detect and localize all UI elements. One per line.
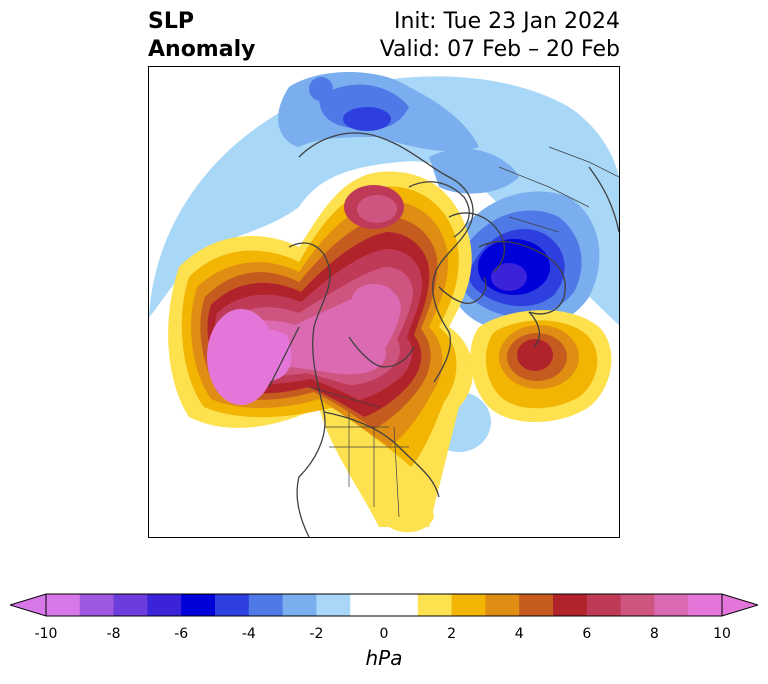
colorbar-segment [147,594,182,616]
colorbar-segment [586,594,622,616]
anomaly-map [149,67,619,537]
colorbar-segment [485,594,520,616]
colorbar [10,593,758,617]
title-line1: SLP [148,9,194,34]
colorbar-segment [316,594,351,616]
colorbar-extend-high [721,593,758,617]
colorbar-segment [181,594,216,616]
map-panel [148,66,620,538]
colorbar-segment [350,594,385,616]
coastlines [268,132,619,537]
colorbar-tick-label: 4 [514,626,524,642]
colorbar-extend-low [10,593,47,617]
colorbar-segment [553,594,588,616]
colorbar-tick-label: 0 [379,626,389,642]
borders [308,146,619,518]
run-info: Init: Tue 23 Jan 2024 Valid: 07 Feb – 20… [380,8,620,64]
colorbar-segment [417,594,453,616]
colorbar-segment [384,594,419,616]
valid-period: Valid: 07 Feb – 20 Feb [379,37,620,62]
colorbar-segment [620,594,655,616]
colorbar-segment [79,594,115,616]
positive-anomaly-central-atlantic [470,310,612,422]
colorbar-tick-label: 10 [713,626,731,642]
positive-anomaly-north-pacific [168,171,473,527]
title-line2: Anomaly [148,37,256,62]
colorbar-segment [451,594,486,616]
map-title: SLP Anomaly [148,8,255,64]
colorbar-tick-label: -4 [241,626,256,642]
colorbar-segment [46,594,81,616]
colorbar-tick-label: 8 [649,626,659,642]
colorbar-tick-label: -10 [34,626,58,642]
colorbar-unit: hPa [365,646,403,670]
colorbar-tick-label: -2 [309,626,324,642]
negative-band-north [149,76,619,327]
colorbar-segment [519,594,554,616]
colorbar-tick-label: -6 [174,626,189,642]
colorbar-segment [654,594,689,616]
colorbar-segment [215,594,250,616]
colorbar-segment [248,594,284,616]
colorbar-segment [113,594,148,616]
colorbar-segment [282,594,317,616]
colorbar-tick-label: 2 [447,626,457,642]
colorbar-tick-label: 6 [582,626,592,642]
init-time: Init: Tue 23 Jan 2024 [393,9,620,34]
colorbar-border [45,593,723,617]
colorbar-segment [688,594,723,616]
colorbar-tick-label: -8 [106,626,121,642]
